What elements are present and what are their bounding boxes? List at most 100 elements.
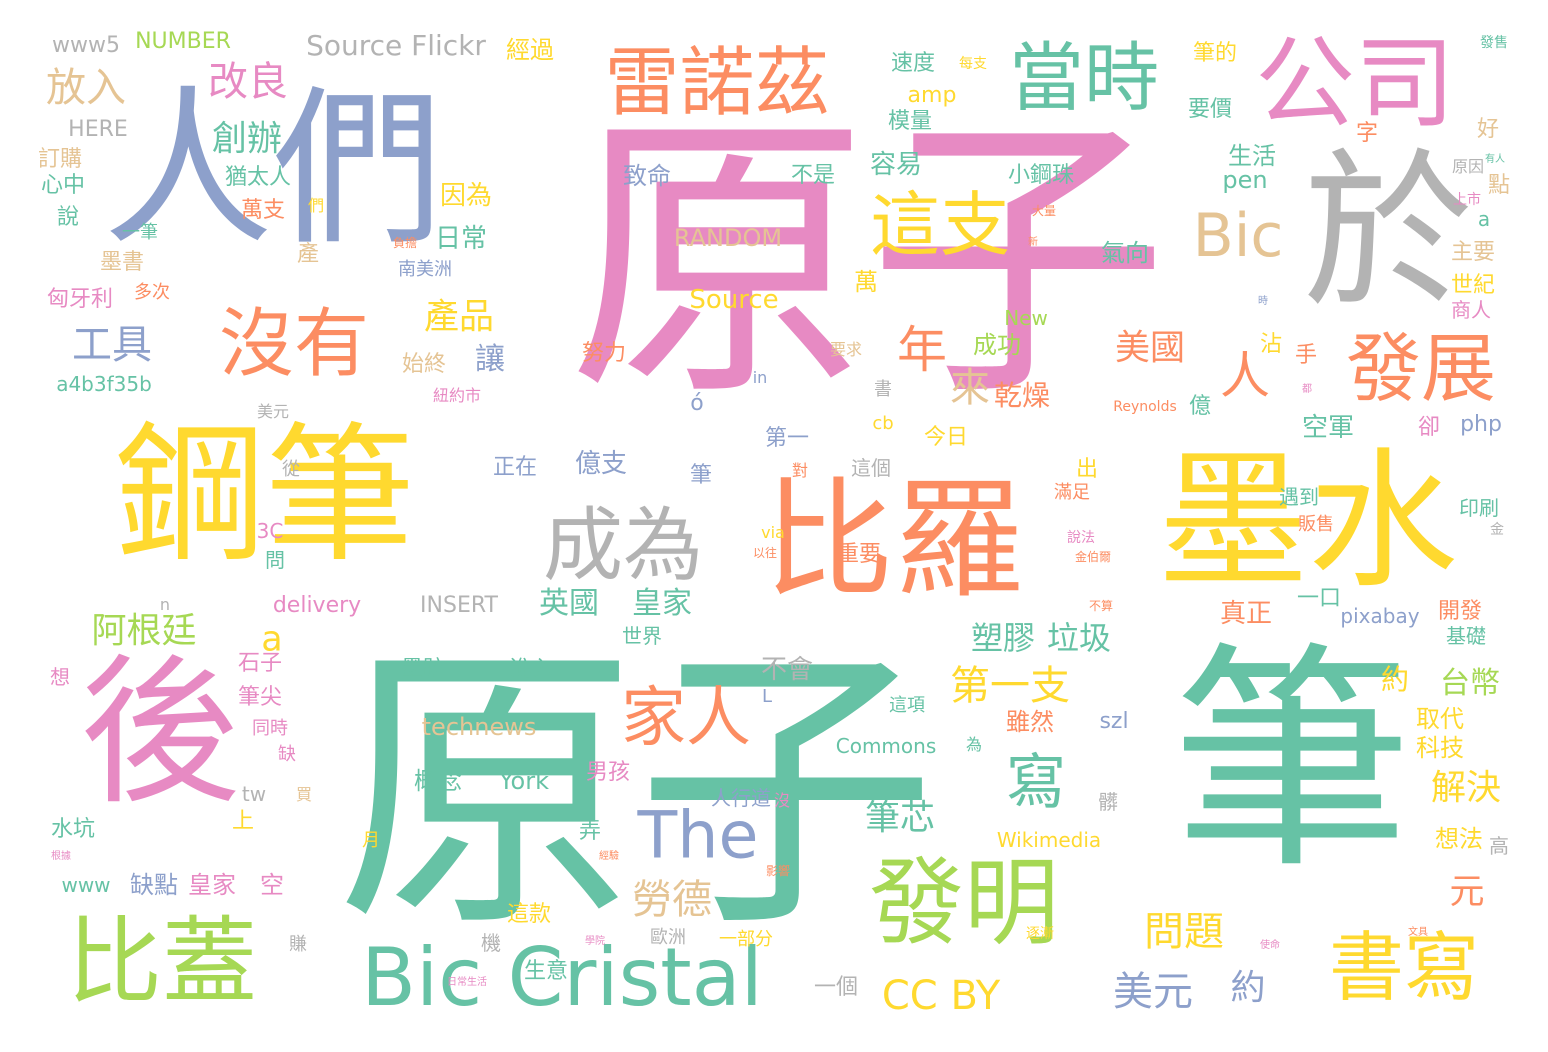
cloud-word: 每支	[959, 56, 987, 72]
cloud-word: 文具	[1408, 927, 1428, 938]
cloud-word: 經過	[506, 36, 554, 64]
cloud-word: 墨書	[99, 250, 145, 275]
cloud-word: 萬	[854, 268, 878, 296]
cloud-word: 歐洲	[650, 927, 686, 948]
cloud-word: 經驗	[599, 851, 619, 862]
cloud-word: 多次	[134, 282, 170, 303]
cloud-word: 南美洲	[398, 259, 452, 280]
cloud-word: 水坑	[50, 817, 96, 842]
cloud-word: 遇到	[1279, 485, 1319, 509]
cloud-word: 後	[79, 639, 241, 826]
cloud-word: 解決	[1430, 768, 1502, 809]
cloud-word: 放入	[46, 65, 126, 111]
cloud-word: 筆	[1171, 621, 1413, 901]
cloud-word: 發展	[1345, 324, 1497, 413]
cloud-word: 都	[1302, 384, 1312, 395]
cloud-word: 大量	[1031, 204, 1057, 218]
cloud-word: 空軍	[1301, 413, 1355, 443]
cloud-word: 公司	[1255, 25, 1455, 142]
cloud-word: 家人	[620, 680, 752, 756]
cloud-word: 想	[50, 665, 70, 689]
cloud-word: 工具	[72, 322, 152, 368]
cloud-word: 不會	[760, 655, 814, 685]
cloud-word: NUMBER	[135, 29, 231, 54]
cloud-word: 美元	[1113, 969, 1193, 1015]
cloud-word: 問	[265, 548, 285, 572]
cloud-word: 主要	[1450, 240, 1496, 265]
cloud-word: tw	[241, 782, 267, 806]
cloud-word: 寫	[1006, 748, 1066, 818]
cloud-word: 為	[965, 735, 983, 754]
cloud-word: 上市	[1453, 192, 1481, 208]
cloud-word: 努力	[581, 341, 627, 366]
cloud-word: 人	[1220, 347, 1270, 405]
cloud-word: 原子	[568, 87, 1168, 436]
cloud-word: 金伯爾	[1074, 550, 1112, 564]
cloud-word: 速度	[890, 51, 936, 76]
cloud-word: HERE	[68, 117, 128, 142]
cloud-word: 要價	[1187, 97, 1233, 122]
cloud-word: INSERT	[420, 593, 498, 618]
cloud-word: 第一	[764, 426, 810, 451]
cloud-word: 英國	[539, 586, 599, 621]
cloud-word: 新	[1028, 237, 1038, 248]
cloud-word: Bic	[1192, 201, 1284, 271]
cloud-word: 成為	[543, 499, 703, 592]
cloud-word: 約	[1380, 663, 1410, 696]
cloud-word: 買	[295, 785, 313, 804]
cloud-word: Source	[689, 285, 779, 315]
cloud-word: 筆的	[1192, 41, 1238, 66]
cloud-word: 墨跡	[400, 657, 446, 682]
cloud-word: 讓	[475, 342, 505, 377]
cloud-word: 生活	[1228, 142, 1276, 170]
cloud-word: 匈牙利	[46, 287, 114, 312]
cloud-word: 容易	[869, 150, 923, 180]
cloud-word: 氣向	[1101, 239, 1149, 267]
cloud-word: 進入	[509, 657, 555, 682]
cloud-word: 弄	[578, 819, 602, 844]
cloud-word: 比蓋	[66, 907, 258, 1018]
cloud-word: 美國	[1114, 328, 1186, 369]
cloud-word: 台幣	[1440, 666, 1500, 701]
cloud-word: 勞德	[632, 877, 712, 923]
cloud-word: technews	[421, 713, 537, 741]
cloud-word: 訂購	[37, 147, 83, 172]
cloud-word: 年	[897, 321, 947, 379]
cloud-word: 生意	[523, 959, 569, 984]
cloud-word: L	[761, 686, 773, 707]
cloud-word: 一口	[1296, 586, 1342, 611]
cloud-word: 上	[231, 809, 255, 834]
cloud-word: 缺點	[130, 871, 178, 899]
cloud-word: 好	[1476, 117, 1500, 142]
cloud-word: 創辦	[211, 119, 283, 160]
cloud-word: 因為	[439, 181, 493, 211]
cloud-word: 開發	[1437, 599, 1483, 624]
cloud-word: 石子	[237, 651, 283, 676]
cloud-word: 發售	[1480, 35, 1508, 51]
cloud-word: 點	[1487, 173, 1511, 198]
cloud-word: 產	[296, 242, 320, 267]
cloud-word: a	[261, 619, 283, 660]
cloud-word: in	[752, 368, 768, 387]
cloud-word: 時	[1258, 296, 1268, 307]
cloud-word: 基礎	[1446, 624, 1486, 648]
cloud-word: 筆	[689, 463, 713, 488]
cloud-word: delivery	[272, 593, 362, 618]
cloud-word: 今日	[923, 425, 969, 450]
cloud-word: 高	[1489, 834, 1509, 858]
cloud-word: a4b3f35b	[56, 372, 152, 396]
cloud-word: 當時	[1008, 33, 1160, 122]
cloud-word: 正在	[492, 455, 538, 480]
cloud-word: www	[61, 873, 111, 897]
cloud-word: 紐約市	[432, 386, 482, 405]
cloud-word: 不算	[1088, 599, 1114, 613]
cloud-word: Reynolds	[1113, 399, 1177, 415]
cloud-word: 美元	[256, 402, 290, 421]
cloud-word: 筆芯	[864, 798, 936, 839]
cloud-word: 原因	[1451, 157, 1485, 176]
cloud-word: 重要	[836, 542, 882, 567]
cloud-word: www5	[52, 33, 120, 58]
cloud-word: 第一支	[950, 663, 1070, 709]
cloud-word: 人行道	[711, 786, 771, 810]
cloud-word: 乾燥	[993, 379, 1051, 412]
